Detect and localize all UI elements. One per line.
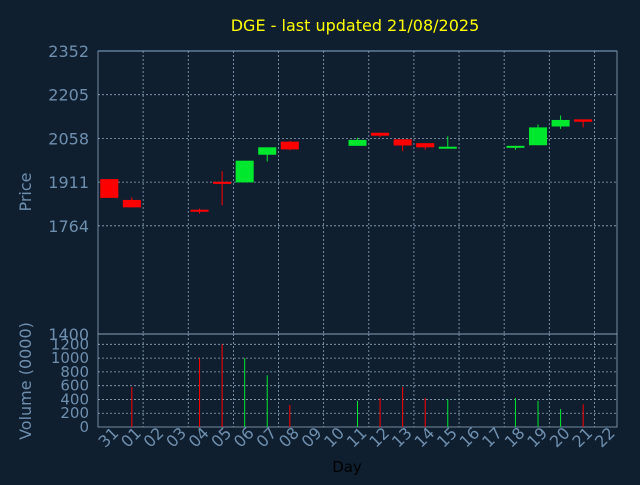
candle-body: [551, 119, 570, 127]
candle-body: [190, 209, 209, 212]
price-tick-label: 1911: [48, 173, 89, 192]
x-tick-label: 22: [591, 423, 619, 451]
price-tick-label: 1400: [48, 325, 89, 344]
candle-body: [416, 143, 435, 148]
candle-body: [393, 139, 412, 146]
candle-body: [574, 119, 593, 122]
chart-title: DGE - last updated 21/08/2025: [231, 16, 480, 35]
volume-axis-label: Volume (0000): [16, 322, 35, 440]
price-tick-label: 2205: [48, 86, 89, 105]
candle-body: [122, 199, 141, 208]
volume-tick-label: 0: [79, 418, 89, 436]
price-tick-label: 2352: [48, 42, 89, 61]
candle-body: [348, 139, 367, 146]
candle-body: [258, 147, 277, 155]
candle-body: [528, 127, 548, 146]
volume-tick-label: 800: [60, 363, 89, 381]
candle-body: [100, 179, 119, 198]
price-axis-label: Price: [16, 172, 35, 211]
volume-tick-label: 1000: [51, 349, 89, 367]
volume-tick-label: 600: [60, 377, 89, 395]
candle-body: [280, 141, 299, 150]
volume-tick-label: 400: [60, 390, 89, 408]
candle-body: [213, 181, 232, 184]
candle-body: [506, 145, 525, 148]
candle-body: [438, 146, 457, 149]
price-tick-label: 2058: [48, 129, 89, 148]
price-tick-label: 1764: [48, 217, 89, 236]
x-axis-label: Day: [332, 458, 362, 476]
price-frame: [97, 50, 618, 335]
candle-body: [235, 160, 254, 183]
x-axis: 3101020304050607080910111213141516171819…: [95, 423, 619, 451]
volume-tick-label: 200: [60, 404, 89, 422]
candle-body: [371, 132, 390, 136]
volume-tick-label: 1200: [51, 335, 89, 353]
price-panel: 2352 2205 2058 1911 1764 1400: [48, 42, 618, 344]
